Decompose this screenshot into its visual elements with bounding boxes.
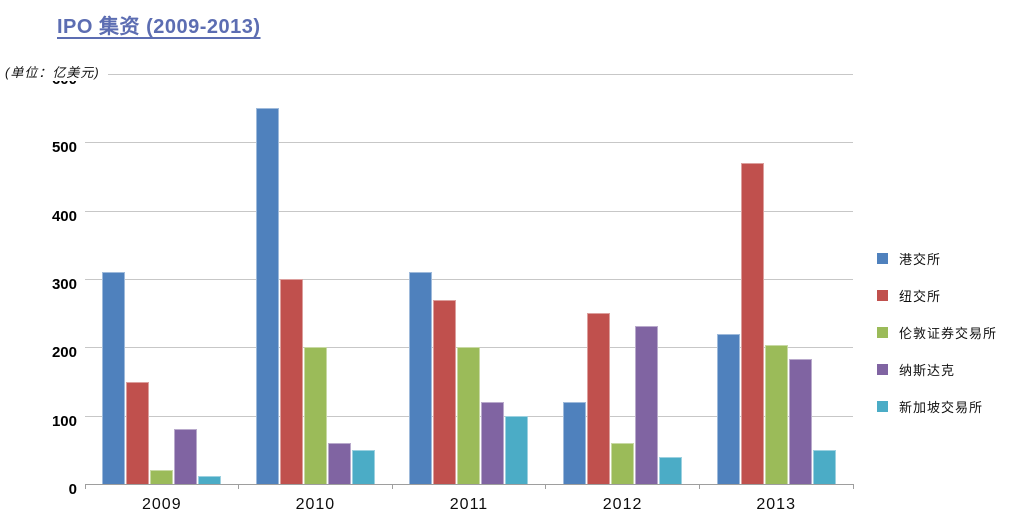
bar-groups [85, 74, 853, 484]
legend-swatch-icon [877, 253, 888, 264]
y-tick-label-300: 300 [51, 276, 77, 293]
bar-纳斯达克-2009 [174, 429, 198, 484]
chart-title: IPO 集资 (2009-2013) [57, 16, 261, 38]
bar-纳斯达克-2012 [635, 325, 659, 484]
y-tick-label-400: 400 [51, 207, 77, 225]
gridline-500 [85, 142, 853, 144]
axis-tick [698, 484, 700, 489]
legend-item-纽交所: 纽交所 [877, 277, 1022, 314]
bar-group-2009 [85, 74, 239, 484]
bar-纳斯达克-2013 [788, 359, 812, 484]
legend-label: 纽交所 [899, 289, 942, 304]
x-category-label-2011: 2011 [449, 496, 489, 513]
legend-swatch-icon [877, 401, 888, 412]
y-tick-label-100: 100 [51, 412, 77, 430]
axis-tick [238, 484, 240, 489]
bar-新加坡交易所-2012 [659, 456, 683, 484]
legend-item-港交所: 港交所 [877, 240, 1022, 277]
bar-伦敦证券交易所-2013 [764, 345, 788, 484]
bar-纳斯达克-2011 [481, 402, 505, 484]
bar-新加坡交易所-2009 [198, 475, 222, 484]
legend-label: 港交所 [899, 252, 942, 267]
legend-label: 纳斯达克 [899, 363, 956, 378]
axis-tick [545, 484, 547, 489]
y-axis-labels: 6005004003002001000 [0, 72, 77, 498]
x-category-label-2013: 2013 [756, 496, 796, 513]
axis-tick [84, 484, 86, 489]
legend-label: 伦敦证券交易所 [899, 326, 998, 341]
x-category-label-2009: 2009 [142, 496, 182, 513]
legend-item-新加坡交易所: 新加坡交易所 [877, 388, 1022, 425]
x-category-label-2010: 2010 [295, 496, 336, 513]
y-tick-label-500: 500 [51, 139, 77, 157]
bar-伦敦证券交易所-2012 [611, 443, 635, 484]
plot-area [84, 74, 854, 489]
bar-港交所-2010 [255, 108, 279, 484]
bar-港交所-2009 [102, 272, 126, 484]
bar-新加坡交易所-2013 [812, 449, 836, 484]
bar-group-2011 [392, 74, 546, 484]
legend-swatch-icon [877, 327, 888, 338]
bar-纽交所-2011 [433, 299, 457, 484]
bar-新加坡交易所-2010 [351, 449, 375, 484]
bar-港交所-2013 [716, 333, 740, 484]
bar-伦敦证券交易所-2011 [457, 347, 481, 484]
axis-tick [852, 484, 854, 489]
axis-tick [391, 484, 393, 489]
bar-纽交所-2013 [740, 162, 764, 484]
x-axis-labels: 2009 2010 2011 2012 2013 [85, 496, 853, 514]
y-tick-label-200: 200 [51, 344, 77, 362]
legend: 港交所纽交所伦敦证券交易所 纳斯达克新加坡交易所 [877, 240, 1022, 425]
bar-伦敦证券交易所-2009 [150, 470, 174, 484]
gridline-600 [85, 74, 853, 75]
bar-港交所-2011 [409, 272, 433, 484]
bar-group-2013 [699, 74, 853, 484]
bar-港交所-2012 [563, 402, 587, 484]
gridline-300 [85, 279, 853, 280]
legend-swatch-icon [877, 364, 888, 375]
bar-group-2012 [546, 74, 700, 484]
bar-group-2010 [239, 74, 393, 484]
y-tick-label-0: 0 [68, 481, 77, 498]
x-category-label-2012: 2012 [602, 496, 643, 513]
bar-纳斯达克-2010 [327, 443, 351, 484]
legend-swatch-icon [877, 290, 888, 301]
gridline-400 [85, 210, 853, 212]
bar-纽交所-2009 [126, 381, 150, 484]
bar-纽交所-2012 [587, 313, 611, 484]
legend-item-伦敦证券交易所: 伦敦证券交易所 [877, 314, 1022, 351]
bar-新加坡交易所-2011 [505, 415, 529, 484]
bar-伦敦证券交易所-2010 [303, 347, 327, 484]
legend-item-纳斯达克: 纳斯达克 [877, 351, 1022, 388]
legend-label: 新加坡交易所 [899, 400, 984, 415]
bar-纽交所-2010 [279, 279, 303, 484]
unit-label: (单位：亿美元) [5, 62, 108, 81]
